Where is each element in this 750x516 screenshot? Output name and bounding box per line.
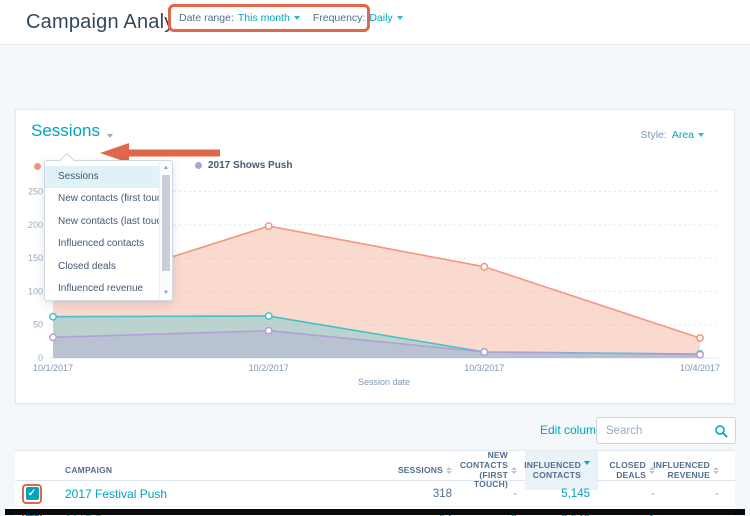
column-header[interactable]: NEW CONTACTS (FIRST TOUCH) <box>459 450 525 490</box>
column-header-label: CLOSED DEALS <box>609 459 646 480</box>
table-row: ✓ 2017 Festival Push 318 - 5,145 - - <box>15 481 735 507</box>
campaign-link[interactable]: 2017 Festival Push <box>65 486 168 501</box>
campaigns-table: CAMPAIGN SESSIONS NEW CONTACTS (FIRST TOUC… <box>15 450 735 516</box>
metric-selector[interactable]: Sessions <box>31 121 113 141</box>
column-header[interactable]: CLOSED DEALS <box>598 451 663 490</box>
svg-text:150: 150 <box>28 253 43 263</box>
campaign-cell: 2017 Festival Push <box>51 481 390 506</box>
column-header-label: SESSIONS <box>397 464 443 475</box>
value-cell: - <box>598 481 663 506</box>
svg-text:200: 200 <box>28 220 43 230</box>
svg-text:10/2/2017: 10/2/2017 <box>249 363 289 373</box>
search-box <box>596 417 736 444</box>
legend-dot-shows-push <box>195 162 202 169</box>
value-cell: - <box>663 481 735 506</box>
topbar: Campaign Analytics Date range: This mont… <box>0 0 750 45</box>
chevron-down-icon <box>698 133 704 137</box>
date-range-label: Date range: <box>179 12 234 24</box>
column-header-label: NEW CONTACTS (FIRST TOUCH) <box>459 450 509 490</box>
chart-legend: 2017 Shows Push <box>16 160 736 174</box>
edit-columns-link[interactable]: Edit columns <box>540 423 609 437</box>
header-controls-annotation: Date range: This month Frequency: Daily <box>168 4 403 32</box>
date-range-select[interactable]: This month <box>238 12 300 24</box>
table-header-row: CAMPAIGN SESSIONS NEW CONTACTS (FIRST TOUC… <box>15 450 735 491</box>
sort-icon[interactable] <box>584 460 590 476</box>
checkbox-cell: ✓ <box>15 481 51 506</box>
frequency-control: Frequency: Daily <box>313 12 403 24</box>
svg-text:50: 50 <box>33 320 43 330</box>
svg-text:10/4/2017: 10/4/2017 <box>680 363 720 373</box>
scrollbar-thumb[interactable] <box>161 175 170 271</box>
dropdown-item[interactable]: Sessions <box>45 166 159 189</box>
cell-value[interactable]: 5,145 <box>561 487 590 500</box>
style-select[interactable]: Area <box>672 129 704 141</box>
dropdown-item[interactable]: Influenced contacts <box>58 238 145 250</box>
cell-value: - <box>651 487 655 500</box>
sort-icon[interactable] <box>649 467 655 475</box>
svg-text:0: 0 <box>38 353 43 363</box>
chart-card: 0 50 100 150 200 250 10/1/2017 10/2/2017 10/3/20… <box>15 109 735 404</box>
legend-item-shows-push[interactable]: 2017 Shows Push <box>195 160 292 171</box>
metric-dropdown-list: Sessions New contacts (first touch) New co… <box>45 161 159 300</box>
column-header-label: CAMPAIGN <box>65 464 113 475</box>
sort-icon[interactable] <box>511 467 517 475</box>
cell-value: 318 <box>432 487 452 500</box>
dropdown-item[interactable]: New contacts (last touch) <box>58 215 159 227</box>
metric-dropdown: Sessions New contacts (first touch) New co… <box>44 152 173 301</box>
svg-text:10/3/2017: 10/3/2017 <box>464 363 504 373</box>
checkbox-annotation: ✓ <box>22 483 42 504</box>
scroll-up-icon[interactable]: ▲ <box>163 165 169 171</box>
svg-text:Session date: Session date <box>358 377 410 387</box>
page-title: Campaign Analytics <box>26 10 206 33</box>
style-control: Style: Area <box>641 129 704 141</box>
cell-value: - <box>513 487 517 500</box>
arrow-annotation-icon <box>100 143 220 163</box>
metric-selector-label: Sessions <box>31 121 100 140</box>
svg-text:10/1/2017: 10/1/2017 <box>33 363 73 373</box>
dropdown-item[interactable]: New contacts (first touch) <box>58 193 159 205</box>
column-header-label: INFLUENCED CONTACTS <box>524 459 581 480</box>
page-background: 0 50 100 150 200 250 10/1/2017 10/2/2017 10/3/20… <box>0 46 750 516</box>
sort-icon[interactable] <box>713 467 719 475</box>
sort-icon[interactable] <box>446 467 452 475</box>
date-range-control: Date range: This month <box>179 12 300 24</box>
chevron-down-icon <box>396 16 403 20</box>
search-icon[interactable] <box>714 424 728 438</box>
column-header[interactable]: INFLUENCED CONTACTS <box>524 451 598 491</box>
value-cell: - <box>460 481 525 506</box>
legend-dot-festival-push <box>34 163 41 170</box>
search-input[interactable] <box>604 423 714 438</box>
screenshot-bottom-border <box>5 509 745 515</box>
style-label: Style: <box>640 129 667 141</box>
frequency-select[interactable]: Daily <box>369 12 403 24</box>
svg-text:100: 100 <box>28 286 43 296</box>
chevron-down-icon <box>293 16 300 20</box>
scroll-down-icon[interactable]: ▼ <box>163 290 169 296</box>
legend-label: 2017 Shows Push <box>208 160 293 171</box>
column-header-label: INFLUENCED REVENUE <box>653 459 710 480</box>
svg-text:250: 250 <box>28 187 43 197</box>
column-header[interactable]: INFLUENCED REVENUE <box>653 451 735 490</box>
row-checkbox[interactable]: ✓ <box>25 487 39 500</box>
column-header: CAMPAIGN <box>51 451 390 490</box>
dropdown-item[interactable]: Influenced revenue <box>58 282 144 294</box>
column-header[interactable]: SESSIONS <box>390 451 460 490</box>
cell-value: - <box>715 487 719 500</box>
frequency-label: Frequency: <box>312 12 366 24</box>
dropdown-scrollbar[interactable]: ▲ ▼ <box>159 162 171 299</box>
dropdown-item[interactable]: Closed deals <box>58 260 116 272</box>
chevron-down-icon <box>106 134 113 138</box>
value-cell: 5,145 <box>525 481 598 506</box>
value-cell: 318 <box>390 481 460 506</box>
